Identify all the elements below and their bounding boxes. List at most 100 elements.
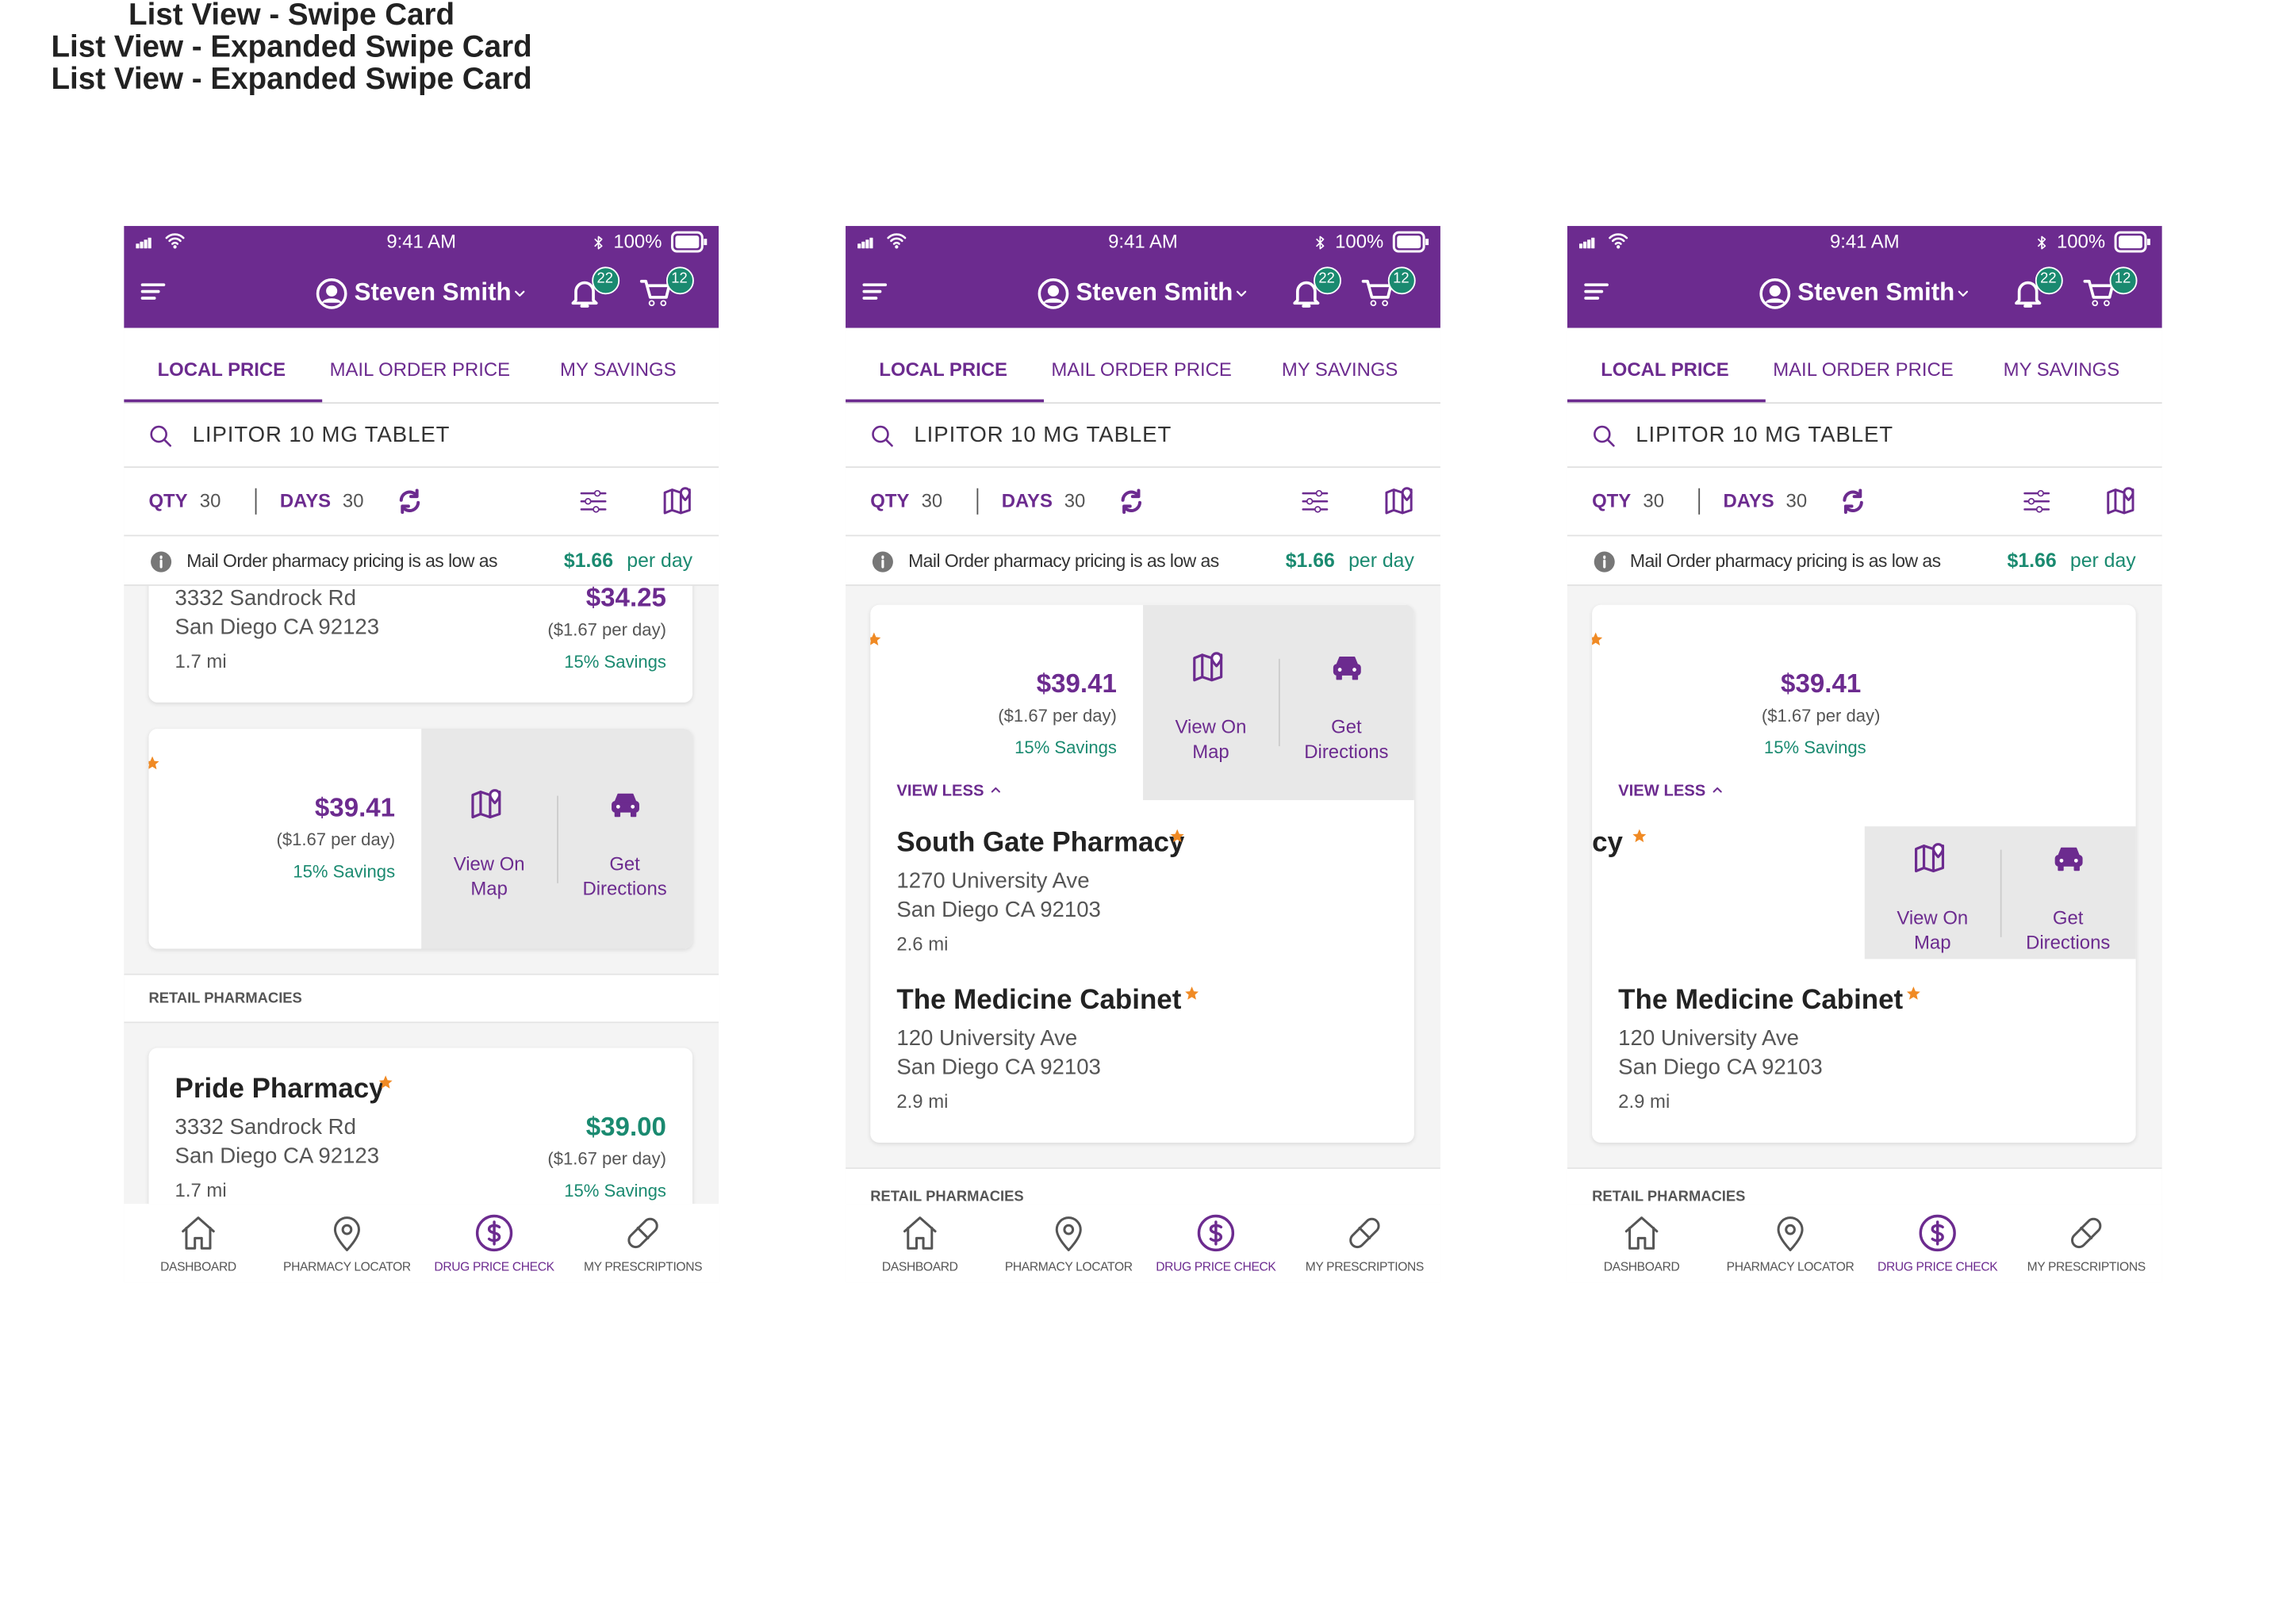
pin-icon[interactable] [1770, 1212, 1810, 1253]
view-less[interactable]: VIEW LESS [1618, 783, 1706, 801]
icon-shape [895, 245, 899, 249]
tab[interactable]: MAIL ORDER PRICE [329, 358, 511, 381]
refresh-icon[interactable] [1117, 487, 1146, 516]
chevdown-icon[interactable] [1233, 285, 1248, 301]
tab[interactable]: MAIL ORDER PRICE [1051, 358, 1232, 381]
nav-label[interactable]: DASHBOARD [1603, 1259, 1680, 1274]
action-map[interactable]: View On Map [1897, 906, 1969, 953]
tab[interactable]: MY SAVINGS [560, 358, 677, 381]
price: $39.41 [314, 792, 396, 822]
tab[interactable]: MAIL ORDER PRICE [1773, 358, 1954, 381]
nav-label[interactable]: PHARMACY LOCATOR [1004, 1259, 1133, 1274]
dollar-icon[interactable] [1917, 1212, 1958, 1253]
pill-icon[interactable] [1344, 1212, 1385, 1253]
icon-shape [1592, 631, 1602, 645]
view-less[interactable]: VIEW LESS [896, 783, 984, 801]
user-name[interactable]: Steven Smith [354, 278, 512, 306]
map-icon[interactable] [1911, 839, 1949, 877]
refresh-icon[interactable] [1839, 487, 1868, 516]
icon-shape [2054, 854, 2082, 866]
cart-icon[interactable] [1360, 275, 1395, 310]
filter-icon[interactable] [577, 485, 609, 517]
icon-shape [887, 233, 907, 245]
chevron-icon[interactable] [1710, 783, 1724, 797]
nav-label[interactable]: MY PRESCRIPTIONS [583, 1259, 703, 1274]
bell-icon[interactable] [1289, 275, 1324, 310]
pill-icon[interactable] [2065, 1212, 2106, 1253]
home-icon[interactable] [899, 1212, 940, 1253]
user-icon[interactable] [1758, 276, 1791, 309]
bell-icon[interactable] [567, 275, 602, 310]
map-icon[interactable] [661, 484, 696, 519]
dollar-icon[interactable] [474, 1212, 514, 1253]
chevron-icon[interactable] [988, 783, 1003, 797]
icon-shape [1582, 240, 1586, 248]
icon-shape [884, 438, 892, 446]
chevdown-icon[interactable] [1954, 285, 1970, 301]
user-name[interactable]: Steven Smith [1076, 278, 1233, 306]
map-icon[interactable] [1189, 649, 1227, 687]
search-icon[interactable] [147, 422, 175, 450]
action-directions[interactable]: Get Directions [1304, 715, 1389, 763]
icon-shape [1170, 828, 1184, 842]
home-icon[interactable] [178, 1212, 218, 1253]
user-icon[interactable] [314, 276, 347, 309]
address: 120 University Ave [1618, 1025, 1800, 1051]
nav-label[interactable]: MY PRESCRIPTIONS [2027, 1259, 2146, 1274]
action-directions[interactable]: Get Directions [2026, 906, 2111, 953]
home-icon[interactable] [1621, 1212, 1662, 1253]
chevdown-icon[interactable] [511, 285, 527, 301]
icon-shape [2073, 864, 2079, 871]
icon-shape [865, 239, 869, 248]
cart-icon[interactable] [639, 275, 673, 310]
action-map[interactable]: View On Map [1175, 715, 1247, 763]
icon-shape [2057, 846, 2079, 856]
car-icon[interactable] [2050, 841, 2085, 875]
qty-label: QTY [1592, 489, 1632, 512]
icon-shape [401, 488, 419, 515]
car-icon[interactable] [1329, 650, 1364, 685]
bottom-nav: DASHBOARD PHARMACY LOCATOR DRUG PRICE CHEC… [846, 1204, 1440, 1283]
tab[interactable]: MY SAVINGS [2003, 358, 2120, 381]
swipe-actions: View On Map Get Directions [1864, 826, 2136, 959]
menu-icon[interactable] [859, 275, 891, 307]
map-icon[interactable] [467, 785, 505, 823]
user-name[interactable]: Steven Smith [1797, 278, 1955, 306]
pill-icon[interactable] [623, 1212, 663, 1253]
cart-icon[interactable] [2082, 275, 2117, 310]
icon-shape [1184, 986, 1199, 999]
search-icon[interactable] [1590, 422, 1617, 450]
tab[interactable]: MY SAVINGS [1281, 358, 1398, 381]
car-icon[interactable] [608, 787, 642, 822]
nav-label[interactable]: DRUG PRICE CHECK [434, 1259, 554, 1274]
search-bar: LIPITOR 10 MG TABLET [846, 404, 1440, 468]
refresh-icon[interactable] [395, 487, 424, 516]
icon-shape [2015, 281, 2042, 308]
tabs: LOCAL PRICE MAIL ORDER PRICE MY SAVINGS [124, 327, 719, 404]
nav-label[interactable]: DASHBOARD [160, 1259, 236, 1274]
user-icon[interactable] [1036, 276, 1069, 309]
nav-label[interactable]: DRUG PRICE CHECK [1156, 1259, 1276, 1274]
icon-shape [670, 231, 704, 253]
map-icon[interactable] [1382, 484, 1417, 519]
nav-label[interactable]: DRUG PRICE CHECK [1878, 1259, 1998, 1274]
nav-label[interactable]: PHARMACY LOCATOR [283, 1259, 411, 1274]
nav-label[interactable]: DASHBOARD [881, 1259, 958, 1274]
tab[interactable]: LOCAL PRICE [157, 358, 286, 381]
nav-label[interactable]: MY PRESCRIPTIONS [1305, 1259, 1425, 1274]
filter-icon[interactable] [2020, 485, 2052, 517]
tab[interactable]: LOCAL PRICE [1601, 358, 1729, 381]
dollar-icon[interactable] [1195, 1212, 1236, 1253]
action-map[interactable]: View On Map [453, 852, 525, 899]
tab[interactable]: LOCAL PRICE [879, 358, 1007, 381]
action-directions[interactable]: Get Directions [582, 852, 667, 899]
filter-icon[interactable] [1299, 485, 1331, 517]
nav-label[interactable]: PHARMACY LOCATOR [1726, 1259, 1854, 1274]
pin-icon[interactable] [1049, 1212, 1089, 1253]
map-icon[interactable] [2104, 484, 2138, 519]
search-icon[interactable] [869, 422, 896, 450]
menu-icon[interactable] [1580, 275, 1612, 307]
pin-icon[interactable] [327, 1212, 367, 1253]
menu-icon[interactable] [137, 275, 169, 307]
bell-icon[interactable] [2011, 275, 2046, 310]
